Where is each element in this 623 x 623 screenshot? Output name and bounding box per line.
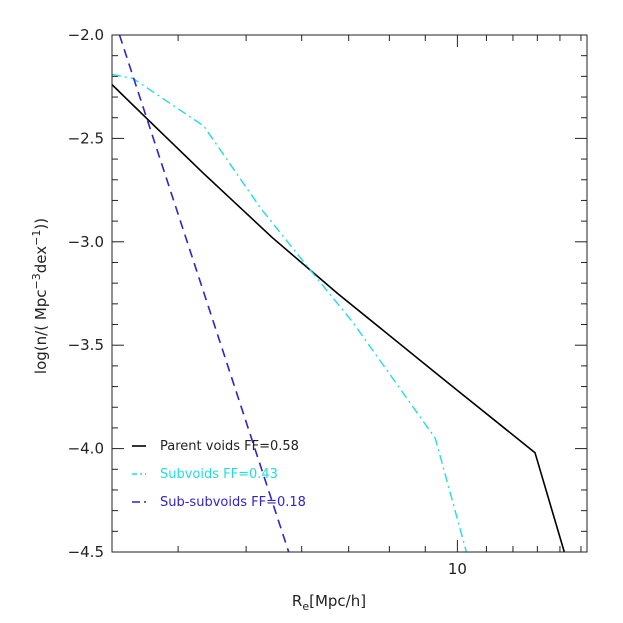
y-tick-label: −4.5 (68, 543, 104, 561)
plot-frame (111, 34, 588, 553)
series-line-2 (112, 73, 468, 552)
series-line-3 (118, 35, 290, 552)
x-tick-label: 10 (448, 560, 467, 578)
y-tick-label: −3.0 (68, 233, 104, 251)
legend-label-1: Parent voids FF=0.58 (160, 439, 299, 454)
legend: Parent voids FF=0.58 Subvoids FF=0.43 Sub-… (132, 439, 306, 510)
legend-label-3: Sub-subvoids FF=0.18 (160, 495, 306, 510)
y-tick-label: −4.0 (68, 440, 104, 458)
y-axis-label: log(n/( Mpc−3dex−1)) (30, 218, 50, 374)
legend-label-2: Subvoids FF=0.43 (160, 467, 278, 482)
y-tick-label: −3.5 (68, 336, 104, 354)
x-axis-label: Re[Mpc/h] (292, 592, 366, 613)
series-layer (112, 35, 566, 552)
series-line-1 (112, 84, 566, 552)
y-tick-label: −2.0 (68, 26, 104, 44)
y-tick-label: −2.5 (68, 129, 104, 147)
tick-labels: −4.5 −4.0 −3.5 −3.0 −2.5 −2.0 10 (68, 26, 467, 578)
